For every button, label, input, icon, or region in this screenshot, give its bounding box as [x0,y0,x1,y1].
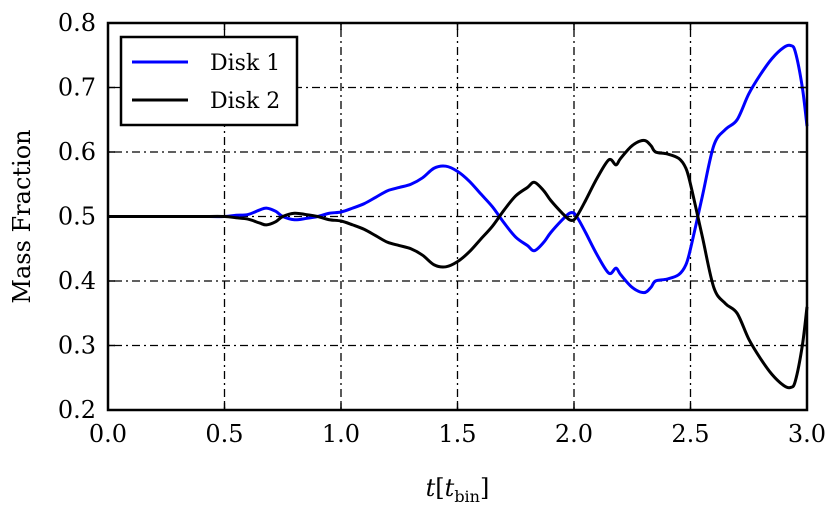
x-tick-label: 2.0 [555,420,593,448]
legend-label-disk-1: Disk 1 [210,51,280,76]
y-tick-label: 0.6 [58,138,96,166]
y-tick-label: 0.8 [58,9,96,37]
series-line-disk-1 [107,43,809,295]
x-axis-label-close-bracket: ] [480,474,489,502]
legend-label-disk-2: Disk 2 [210,89,280,114]
x-axis-label-open-bracket: [ [435,474,444,502]
y-tick-label: 0.7 [58,74,96,102]
legend: Disk 1 Disk 2 [119,35,299,127]
x-tick-label: 1.5 [438,420,476,448]
x-tick-label: 1.0 [322,420,360,448]
y-axis-label: Mass Fraction [8,129,36,303]
legend-box [119,35,299,127]
y-tick-label: 0.5 [58,203,96,231]
x-axis-label-t: t [445,474,455,502]
x-tick-label: 0.0 [89,420,127,448]
x-tick-label: 0.5 [205,420,243,448]
tick-layer: 0.0 0.5 1.0 1.5 2.0 2.5 3.0 0.2 0.3 0.4 0.5 0.6 0.7 0… [58,9,826,448]
x-axis-label: t[tbin] [426,474,490,506]
x-axis-label-subscript: bin [454,487,480,506]
y-tick-label: 0.3 [58,332,96,360]
series-line-disk-2 [107,138,809,390]
x-tick-label: 2.5 [671,420,709,448]
x-tick-label: 3.0 [788,420,826,448]
y-tick-label: 0.4 [58,267,96,295]
x-axis-label-main: t [426,474,436,502]
series-layer [107,43,809,390]
y-tick-label: 0.2 [58,396,96,424]
